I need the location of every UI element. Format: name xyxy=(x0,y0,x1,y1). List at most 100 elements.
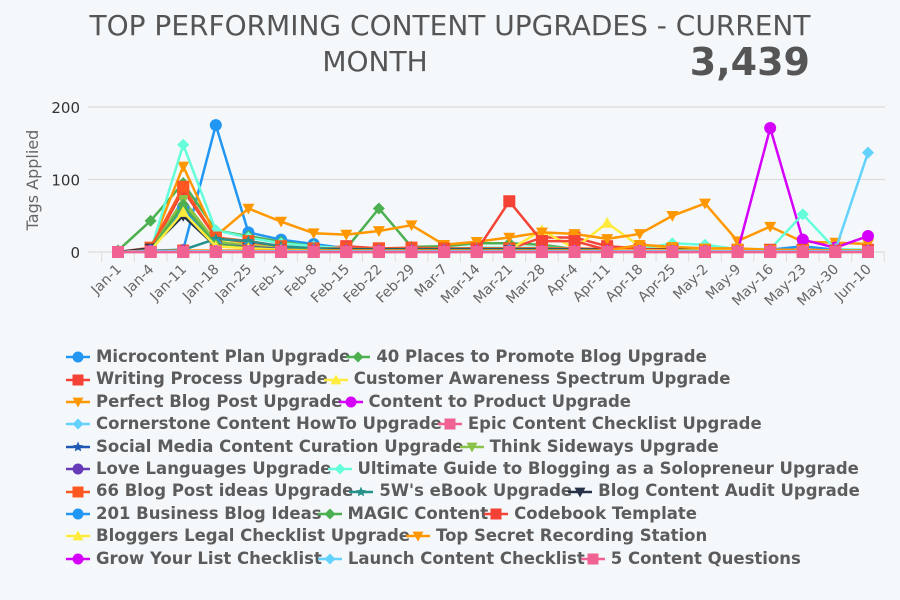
data-point xyxy=(862,230,874,243)
data-point xyxy=(242,246,255,258)
triangle-up-marker-icon xyxy=(323,374,348,384)
legend-item[interactable]: Top Secret Recording Station xyxy=(406,525,707,547)
legend-label: Writing Process Upgrade xyxy=(96,369,328,389)
data-point xyxy=(177,198,190,211)
data-point xyxy=(405,246,418,258)
legend-item[interactable]: Social Media Content Curation Upgrade xyxy=(66,436,464,458)
legend-item[interactable]: Bloggers Legal Checklist Upgrade xyxy=(66,525,410,547)
legend-row: Writing Process Upgrade Customer Awarenes… xyxy=(66,368,900,390)
legend-item[interactable]: MAGIC Content xyxy=(317,503,488,525)
legend-item[interactable]: 66 Blog Post ideas Upgrade xyxy=(66,480,353,502)
data-point xyxy=(144,246,157,258)
legend-item[interactable]: 40 Places to Promote Blog Upgrade xyxy=(346,346,707,368)
legend-item[interactable]: Microcontent Plan Upgrade xyxy=(66,346,350,368)
data-point xyxy=(209,119,222,132)
triangle-down-marker-icon xyxy=(568,487,593,498)
legend-row: 201 Business Blog Ideas MAGIC Content Code… xyxy=(66,503,900,525)
legend-label: Think Sideways Upgrade xyxy=(489,436,719,456)
legend-row: Cornerstone Content HowTo Upgrade Epic Co… xyxy=(66,413,900,435)
legend-item[interactable]: Writing Process Upgrade xyxy=(66,368,328,390)
legend-item[interactable]: Codebook Template xyxy=(484,503,697,525)
legend-item[interactable]: Grow Your List Checklist xyxy=(66,548,322,570)
legend-item[interactable]: 5 Content Questions xyxy=(580,548,801,570)
data-point xyxy=(177,161,190,173)
legend-label: Launch Content Checklist xyxy=(347,548,585,568)
circle-marker-icon xyxy=(338,396,363,408)
legend-item[interactable]: Cornerstone Content HowTo Upgrade xyxy=(66,413,442,435)
data-point xyxy=(177,180,190,193)
circle-marker-icon xyxy=(66,553,90,565)
legend-label: 5 Content Questions xyxy=(610,548,801,568)
data-point xyxy=(568,246,581,258)
legend-item[interactable]: 201 Business Blog Ideas xyxy=(66,503,322,525)
legend-item[interactable]: Customer Awareness Spectrum Upgrade xyxy=(323,368,731,390)
x-tick-label: May-2 xyxy=(670,262,711,303)
data-point xyxy=(177,138,190,151)
data-point xyxy=(503,195,516,208)
circle-marker-icon xyxy=(66,351,90,363)
legend-label: Microcontent Plan Upgrade xyxy=(96,347,351,366)
y-tick-label: 200 xyxy=(51,99,80,117)
x-tick-label: Jan-25 xyxy=(212,262,255,305)
legend-item[interactable]: Epic Content Checklist Upgrade xyxy=(437,413,762,435)
data-point xyxy=(177,206,190,217)
data-point xyxy=(112,246,124,258)
x-tick-label: Feb-1 xyxy=(249,262,288,301)
series-line xyxy=(117,165,869,254)
data-point xyxy=(601,246,614,258)
legend-item[interactable]: Think Sideways Upgrade xyxy=(459,436,719,458)
data-point xyxy=(862,246,874,258)
square-marker-icon xyxy=(580,553,605,565)
legend-label: Epic Content Checklist Upgrade xyxy=(467,414,762,434)
data-point xyxy=(764,122,777,135)
data-point xyxy=(568,229,581,240)
data-point xyxy=(862,146,874,159)
legend-label: 66 Blog Post ideas Upgrade xyxy=(96,481,354,501)
legend-item[interactable]: Content to Product Upgrade xyxy=(338,391,631,413)
legend-label: Customer Awareness Spectrum Upgrade xyxy=(353,369,731,389)
data-point xyxy=(209,246,222,258)
legend-row: Grow Your List Checklist Launch Content C… xyxy=(66,548,900,570)
chart-legend: Microcontent Plan Upgrade 40 Places to Pr… xyxy=(66,346,900,570)
data-point xyxy=(307,246,320,258)
legend-item[interactable]: Ultimate Guide to Blogging as a Solopren… xyxy=(327,458,859,480)
series-line xyxy=(117,152,870,254)
diamond-marker-icon xyxy=(346,351,371,363)
legend-row: 66 Blog Post ideas Upgrade 5W's eBook Upg… xyxy=(66,480,900,502)
square-marker-icon xyxy=(484,508,509,520)
triangle-down-marker-icon xyxy=(406,531,430,542)
legend-label: Cornerstone Content HowTo Upgrade xyxy=(96,414,442,434)
data-point xyxy=(666,246,679,258)
data-point xyxy=(372,246,385,258)
circle-marker-icon xyxy=(66,463,90,475)
x-tick-label: Jan-11 xyxy=(147,262,190,305)
legend-label: Blog Content Audit Upgrade xyxy=(598,481,860,501)
legend-label: 40 Places to Promote Blog Upgrade xyxy=(376,347,707,366)
series-line xyxy=(117,143,869,254)
legend-item[interactable]: 5W's eBook Upgrade xyxy=(349,480,572,502)
chart-title: TOP PERFORMING CONTENT UPGRADES - CURREN… xyxy=(0,8,900,80)
square-marker-icon xyxy=(66,486,90,498)
legend-item[interactable]: Love Languages Upgrade xyxy=(66,458,332,480)
data-point xyxy=(698,198,711,210)
diamond-marker-icon xyxy=(66,418,90,430)
data-point xyxy=(796,233,809,246)
legend-item[interactable]: Blog Content Audit Upgrade xyxy=(568,480,860,502)
total-count: 3,439 xyxy=(689,40,810,84)
legend-label: Bloggers Legal Checklist Upgrade xyxy=(96,526,410,546)
data-point xyxy=(796,208,809,221)
data-point xyxy=(535,227,548,239)
legend-item[interactable]: Launch Content Checklist xyxy=(317,548,585,570)
legend-item[interactable]: Perfect Blog Post Upgrade xyxy=(66,391,343,413)
circle-marker-icon xyxy=(66,508,90,520)
legend-label: Social Media Content Curation Upgrade xyxy=(96,436,464,456)
x-tick-label: Jan-1 xyxy=(88,262,125,299)
series-5-content-questions xyxy=(112,246,874,258)
data-point xyxy=(764,246,777,258)
legend-row: Social Media Content Curation Upgrade Thi… xyxy=(66,436,900,458)
data-point xyxy=(633,246,646,258)
data-point xyxy=(601,217,614,228)
y-tick-label: 100 xyxy=(51,172,80,190)
chart-title-line1: TOP PERFORMING CONTENT UPGRADES - CURREN… xyxy=(89,9,811,42)
